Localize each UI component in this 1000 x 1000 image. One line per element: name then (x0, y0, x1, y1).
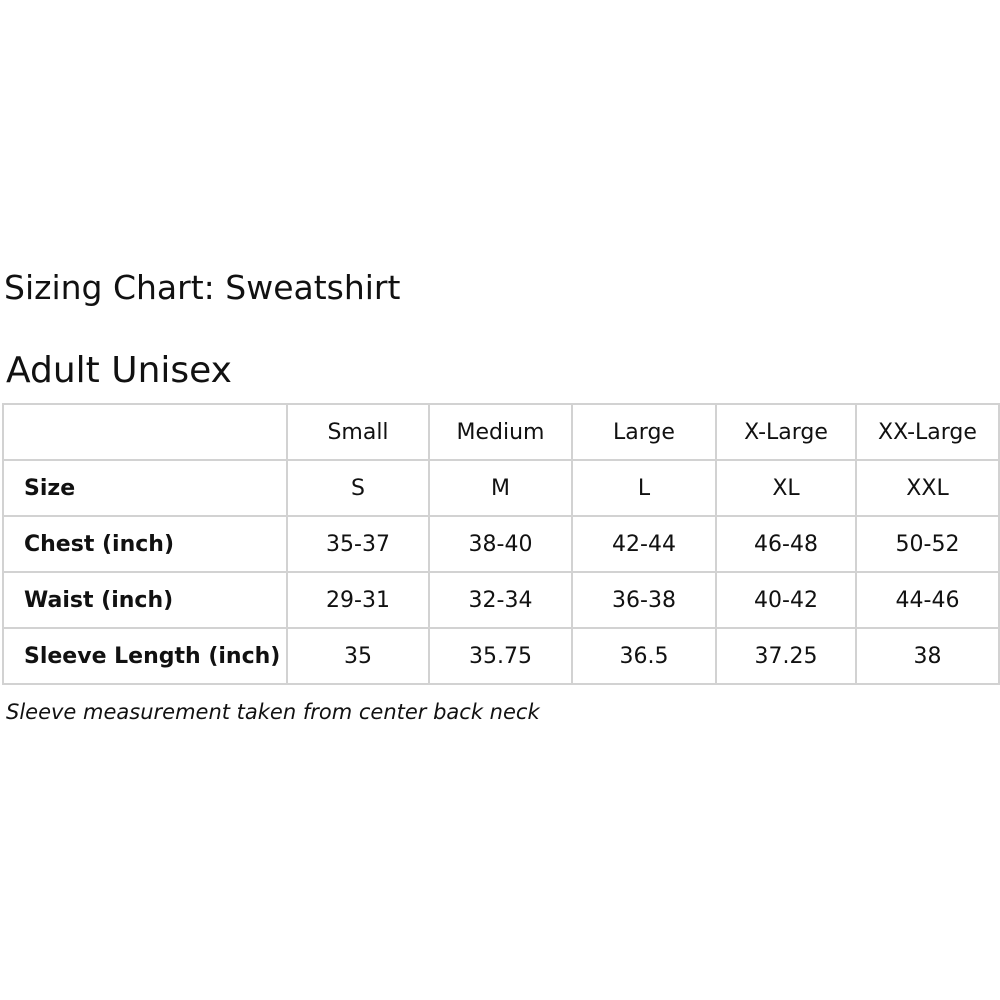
table-cell: XL (715, 459, 857, 517)
size-table: Small Medium Large X-Large XX-Large Size S M L X… (2, 403, 1000, 685)
table-row: Size S M L XL XXL (2, 459, 1000, 517)
table-cell: 50-52 (855, 515, 1000, 573)
table-cell: 36.5 (571, 627, 717, 685)
column-header: X-Large (715, 403, 857, 461)
table-cell: S (286, 459, 430, 517)
row-label: Chest (inch) (2, 515, 288, 573)
table-cell: 38 (855, 627, 1000, 685)
table-cell: 29-31 (286, 571, 430, 629)
header-row: Small Medium Large X-Large XX-Large (2, 403, 1000, 461)
subtitle: Adult Unisex (6, 350, 232, 391)
table-cell: 46-48 (715, 515, 857, 573)
table-row: Chest (inch) 35-37 38-40 42-44 46-48 50-52 (2, 515, 1000, 573)
table-row: Sleeve Length (inch) 35 35.75 36.5 37.25 38 (2, 627, 1000, 685)
table-cell: 35 (286, 627, 430, 685)
title: Sizing Chart: Sweatshirt (4, 268, 401, 307)
table-cell: 38-40 (428, 515, 573, 573)
table-cell: 36-38 (571, 571, 717, 629)
row-label: Waist (inch) (2, 571, 288, 629)
row-label: Sleeve Length (inch) (2, 627, 288, 685)
table-cell: L (571, 459, 717, 517)
table-cell: 37.25 (715, 627, 857, 685)
column-header: Small (286, 403, 430, 461)
table-cell: M (428, 459, 573, 517)
table-cell: 44-46 (855, 571, 1000, 629)
table-cell: 40-42 (715, 571, 857, 629)
table-cell: 32-34 (428, 571, 573, 629)
table-cell: XXL (855, 459, 1000, 517)
table-cell: 42-44 (571, 515, 717, 573)
note: Sleeve measurement taken from center bac… (6, 700, 540, 724)
column-header: Large (571, 403, 717, 461)
corner-cell (2, 403, 288, 461)
table-cell: 35.75 (428, 627, 573, 685)
table-cell: 35-37 (286, 515, 430, 573)
column-header: Medium (428, 403, 573, 461)
table-row: Waist (inch) 29-31 32-34 36-38 40-42 44-46 (2, 571, 1000, 629)
row-label: Size (2, 459, 288, 517)
column-header: XX-Large (855, 403, 1000, 461)
